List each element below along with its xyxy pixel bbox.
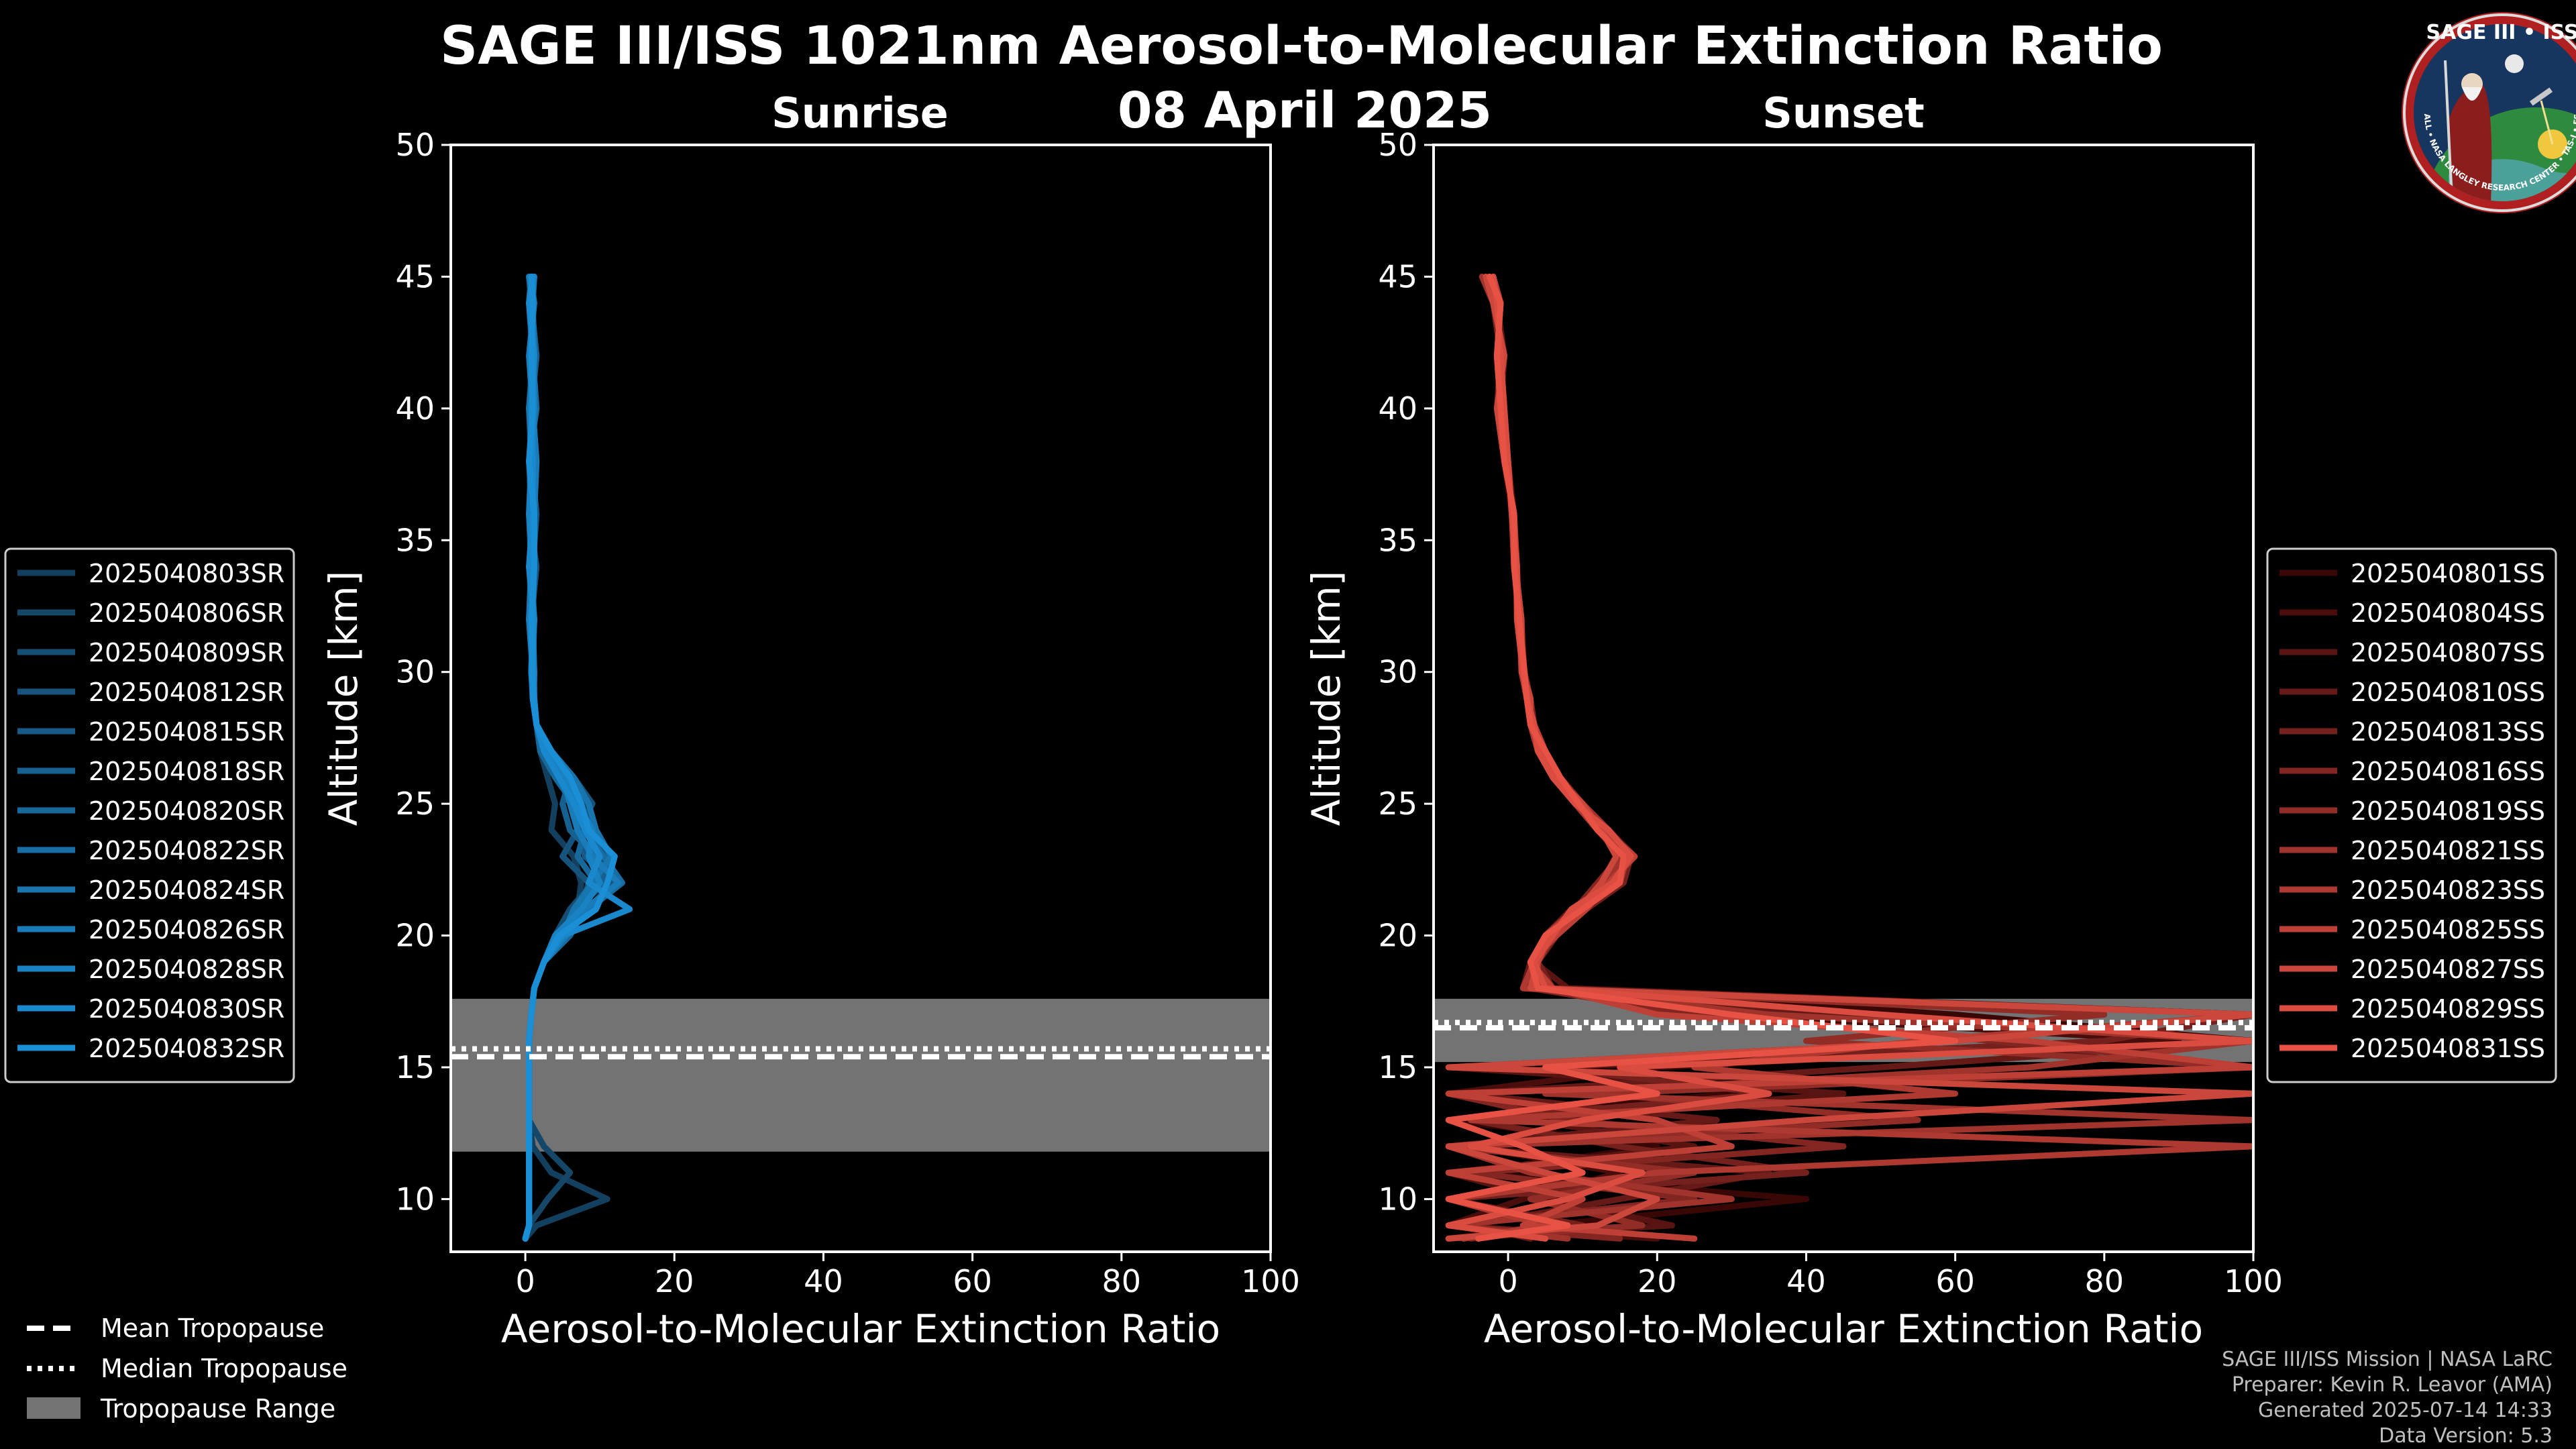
sunset-legend-label: 2025040804SS (2351, 598, 2545, 628)
sunset-ytick-label: 15 (1378, 1049, 1417, 1085)
sunrise-panel-title: Sunrise (771, 89, 949, 138)
sunset-xtick-label: 40 (1786, 1263, 1826, 1299)
sunrise-legend-label: 2025040806SR (89, 598, 284, 628)
sunrise-ytick-label: 35 (395, 522, 435, 558)
sunset-legend-box (2266, 547, 2557, 1083)
sunset-ytick-label: 50 (1378, 127, 1417, 163)
sunset-ytick-label: 35 (1378, 522, 1417, 558)
footer-credits: SAGE III/ISS Mission | NASA LaRC Prepare… (2222, 1348, 2553, 1448)
sunrise-ytick-label: 10 (395, 1181, 435, 1217)
sunset-legend-label: 2025040813SS (2351, 717, 2545, 747)
figure-title: SAGE III/ISS 1021nm Aerosol-to-Molecular… (440, 16, 2163, 76)
sunset-xtick-label: 20 (1638, 1263, 1677, 1299)
sunset-legend-label: 2025040821SS (2351, 836, 2545, 865)
sunrise-xtick-label: 60 (953, 1263, 992, 1299)
sunset-ytick-label: 30 (1378, 654, 1417, 690)
sunrise-ytick-label: 15 (395, 1049, 435, 1085)
figure-date: 08 April 2025 (1118, 82, 1492, 140)
sunrise-ytick-label: 20 (395, 918, 435, 954)
sunset-series-line-2025040831SS (1445, 273, 1959, 1242)
sunrise-xtick-label: 80 (1102, 1263, 1142, 1299)
sunrise-ytick-label: 45 (395, 258, 435, 294)
sunset-legend-label: 2025040810SS (2351, 678, 2545, 707)
sunset-series-legend: 2025040801SS 2025040804SS 2025040807SS 2025… (2266, 547, 2557, 1083)
sunrise-series-legend: 2025040803SR 2025040806SR 2025040809SR 2025… (4, 547, 295, 1083)
logo-title: SAGE III • ISS (2426, 21, 2576, 44)
sunset-ytick-label: 20 (1378, 918, 1417, 954)
sunrise-xtick-label: 0 (515, 1263, 535, 1299)
sunset-xtick-label: 100 (2224, 1263, 2283, 1299)
logo-ring-border (2403, 13, 2576, 212)
footer-generated: Generated 2025-07-14 14:33 (2258, 1399, 2553, 1422)
sunset-legend-label: 2025040831SS (2351, 1034, 2545, 1063)
footer-preparer: Preparer: Kevin R. Leavor (AMA) (2232, 1373, 2553, 1397)
median-tropopause-legend-label: Median Tropopause (101, 1354, 347, 1383)
mean-tropopause-legend-label: Mean Tropopause (101, 1313, 324, 1343)
sunrise-legend-label: 2025040818SR (89, 757, 284, 786)
logo-sage-beard-icon (2462, 87, 2482, 101)
sunrise-xtick-label: 20 (655, 1263, 694, 1299)
sunset-legend-label: 2025040823SS (2351, 875, 2545, 905)
sunrise-legend-label: 2025040812SR (89, 678, 284, 707)
sunset-ytick-label: 40 (1378, 390, 1417, 427)
sunrise-legend-label: 2025040830SR (89, 994, 284, 1024)
sunrise-legend-label: 2025040803SR (89, 559, 284, 588)
sunrise-legend-label: 2025040822SR (89, 836, 284, 865)
sunset-legend-label: 2025040801SS (2351, 559, 2545, 588)
sunrise-x-axis-label: Aerosol-to-Molecular Extinction Ratio (501, 1306, 1220, 1352)
sunset-series-group (1445, 273, 2253, 1242)
sunrise-legend-label: 2025040828SR (89, 955, 284, 984)
sunrise-axes-frame (449, 144, 1272, 1253)
sunset-xtick-label: 80 (2085, 1263, 2125, 1299)
sunset-legend-label: 2025040819SS (2351, 796, 2545, 826)
sunset-x-axis-label: Aerosol-to-Molecular Extinction Ratio (1484, 1306, 2203, 1352)
sunrise-legend-label: 2025040826SR (89, 915, 284, 945)
sunrise-y-axis-label: Altitude [km] (321, 571, 366, 826)
sunset-xtick-label: 0 (1498, 1263, 1517, 1299)
sunset-axes-frame (1432, 144, 2255, 1253)
sunrise-ytick-label: 25 (395, 786, 435, 822)
sunset-xtick-label: 60 (1935, 1263, 1975, 1299)
sunrise-ytick-label: 40 (395, 390, 435, 427)
sunrise-legend-label: 2025040820SR (89, 796, 284, 826)
sunset-ytick-label: 45 (1378, 258, 1417, 294)
sunrise-ytick-label: 50 (395, 127, 435, 163)
sunset-panel-title: Sunset (1762, 89, 1925, 138)
sunrise-series-line-2025040832SR (522, 273, 618, 1242)
sunrise-series-group (522, 273, 633, 1242)
logo-staff-icon (2444, 60, 2453, 201)
sunrise-legend-label: 2025040815SR (89, 717, 284, 747)
sunrise-xtick-label: 100 (1241, 1263, 1300, 1299)
sunset-legend-label: 2025040825SS (2351, 915, 2545, 945)
sunrise-legend-label: 2025040824SR (89, 875, 284, 905)
sunset-legend-label: 2025040816SS (2351, 757, 2545, 786)
sunset-ytick-label: 10 (1378, 1181, 1417, 1217)
sunset-legend-label: 2025040827SS (2351, 955, 2545, 984)
sunset-legend-label: 2025040829SS (2351, 994, 2545, 1024)
sunset-panel: 0 20 40 60 80 100 10 15 20 25 30 35 40 45 50 Aerosol-to… (1303, 127, 2557, 1352)
footer-data-version: Data Version: 5.3 (2379, 1424, 2553, 1448)
tropopause-legend: Mean Tropopause Median Tropopause Tropop… (27, 1313, 347, 1424)
footer-mission: SAGE III/ISS Mission | NASA LaRC (2222, 1348, 2553, 1371)
sunrise-legend-label: 2025040832SR (89, 1034, 284, 1063)
sunset-ytick-label: 25 (1378, 786, 1417, 822)
sunrise-ytick-label: 30 (395, 654, 435, 690)
tropopause-range-legend-label: Tropopause Range (100, 1394, 335, 1424)
tropopause-range-legend-swatch (27, 1397, 80, 1419)
logo-occultation-line (2540, 100, 2554, 145)
logo-iss-icon (2529, 87, 2553, 106)
sunrise-legend-box (4, 547, 295, 1083)
sunrise-legend-label: 2025040809SR (89, 638, 284, 667)
logo-moon-icon (2505, 54, 2524, 73)
logo-sage-figure-icon (2449, 84, 2492, 201)
sunset-legend-label: 2025040807SS (2351, 638, 2545, 667)
sunrise-panel: 0 20 40 60 80 100 10 15 20 25 30 35 40 45 50 Aerosol-to… (4, 127, 1300, 1352)
sunrise-xtick-label: 40 (804, 1263, 843, 1299)
sunrise-tropopause-range-band (451, 998, 1271, 1152)
sunset-y-axis-label: Altitude [km] (1303, 571, 1349, 826)
